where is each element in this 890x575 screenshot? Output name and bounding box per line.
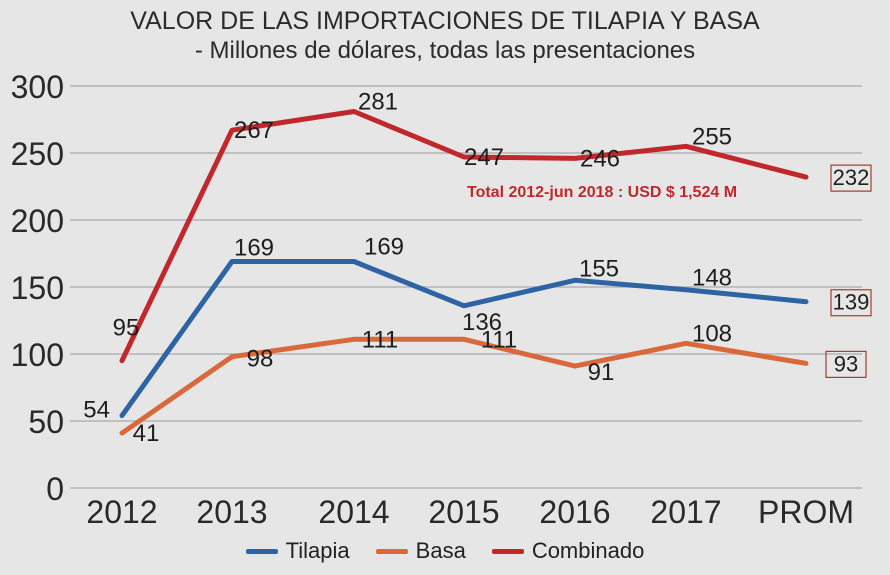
data-label-tilapia: 54 — [83, 397, 110, 424]
data-label-basa: 41 — [133, 420, 160, 447]
legend: Tilapia Basa Combinado — [0, 538, 890, 564]
data-label-tilapia: 148 — [692, 265, 732, 292]
legend-label-combinado: Combinado — [531, 538, 645, 563]
data-label-basa: 91 — [588, 359, 615, 386]
x-tick-label: 2015 — [428, 494, 499, 530]
series-line-combinado — [119, 109, 809, 364]
y-tick-label: 0 — [46, 471, 64, 507]
data-label-basa: 98 — [247, 346, 274, 373]
x-tick-label: PROM — [758, 494, 854, 530]
data-label-basa: 108 — [692, 320, 732, 347]
y-tick-label: 100 — [11, 337, 64, 373]
data-label-tilapia: 139 — [833, 290, 870, 315]
data-label-combinado: 255 — [692, 123, 732, 150]
y-tick-label: 150 — [11, 270, 64, 306]
y-tick-label: 200 — [11, 203, 64, 239]
series-line-basa — [119, 336, 809, 436]
legend-item-tilapia: Tilapia — [245, 538, 350, 564]
x-tick-label: 2012 — [86, 494, 157, 530]
data-label-combinado: 281 — [358, 88, 398, 115]
prom-box — [830, 289, 872, 317]
legend-swatch-tilapia — [245, 548, 278, 554]
data-label-tilapia: 169 — [364, 234, 404, 261]
y-tick-label: 50 — [28, 404, 64, 440]
data-label-basa: 93 — [834, 351, 858, 376]
legend-swatch-basa — [375, 548, 408, 554]
x-tick-label: 2014 — [318, 494, 389, 530]
prom-box — [825, 350, 867, 378]
data-label-tilapia: 169 — [234, 235, 274, 262]
legend-label-tilapia: Tilapia — [285, 538, 350, 563]
y-tick-label: 250 — [11, 136, 64, 172]
data-label-tilapia: 136 — [462, 309, 502, 336]
chart-title: VALOR DE LAS IMPORTACIONES DE TILAPIA Y … — [130, 7, 760, 35]
data-label-combinado: 232 — [833, 165, 870, 190]
data-label-tilapia: 155 — [579, 255, 619, 282]
chart-subtitle: - Millones de dólares, todas las present… — [194, 37, 696, 64]
data-label-basa: 111 — [481, 326, 517, 353]
legend-item-basa: Basa — [375, 538, 466, 564]
data-label-combinado: 247 — [464, 144, 504, 171]
legend-item-combinado: Combinado — [491, 538, 645, 564]
series-line-tilapia — [119, 259, 809, 419]
data-label-combinado: 246 — [580, 145, 620, 172]
data-label-combinado: 95 — [113, 315, 140, 342]
data-label-basa: 111 — [362, 326, 398, 353]
prom-box — [830, 164, 872, 192]
x-tick-label: 2013 — [196, 494, 267, 530]
x-tick-label: 2016 — [539, 494, 610, 530]
x-tick-label: 2017 — [650, 494, 721, 530]
data-label-combinado: 267 — [234, 117, 274, 144]
y-tick-label: 300 — [11, 69, 64, 105]
legend-label-basa: Basa — [415, 538, 466, 563]
legend-swatch-combinado — [491, 548, 524, 554]
total-annotation: Total 2012-jun 2018 : USD $ 1,524 M — [467, 184, 737, 201]
